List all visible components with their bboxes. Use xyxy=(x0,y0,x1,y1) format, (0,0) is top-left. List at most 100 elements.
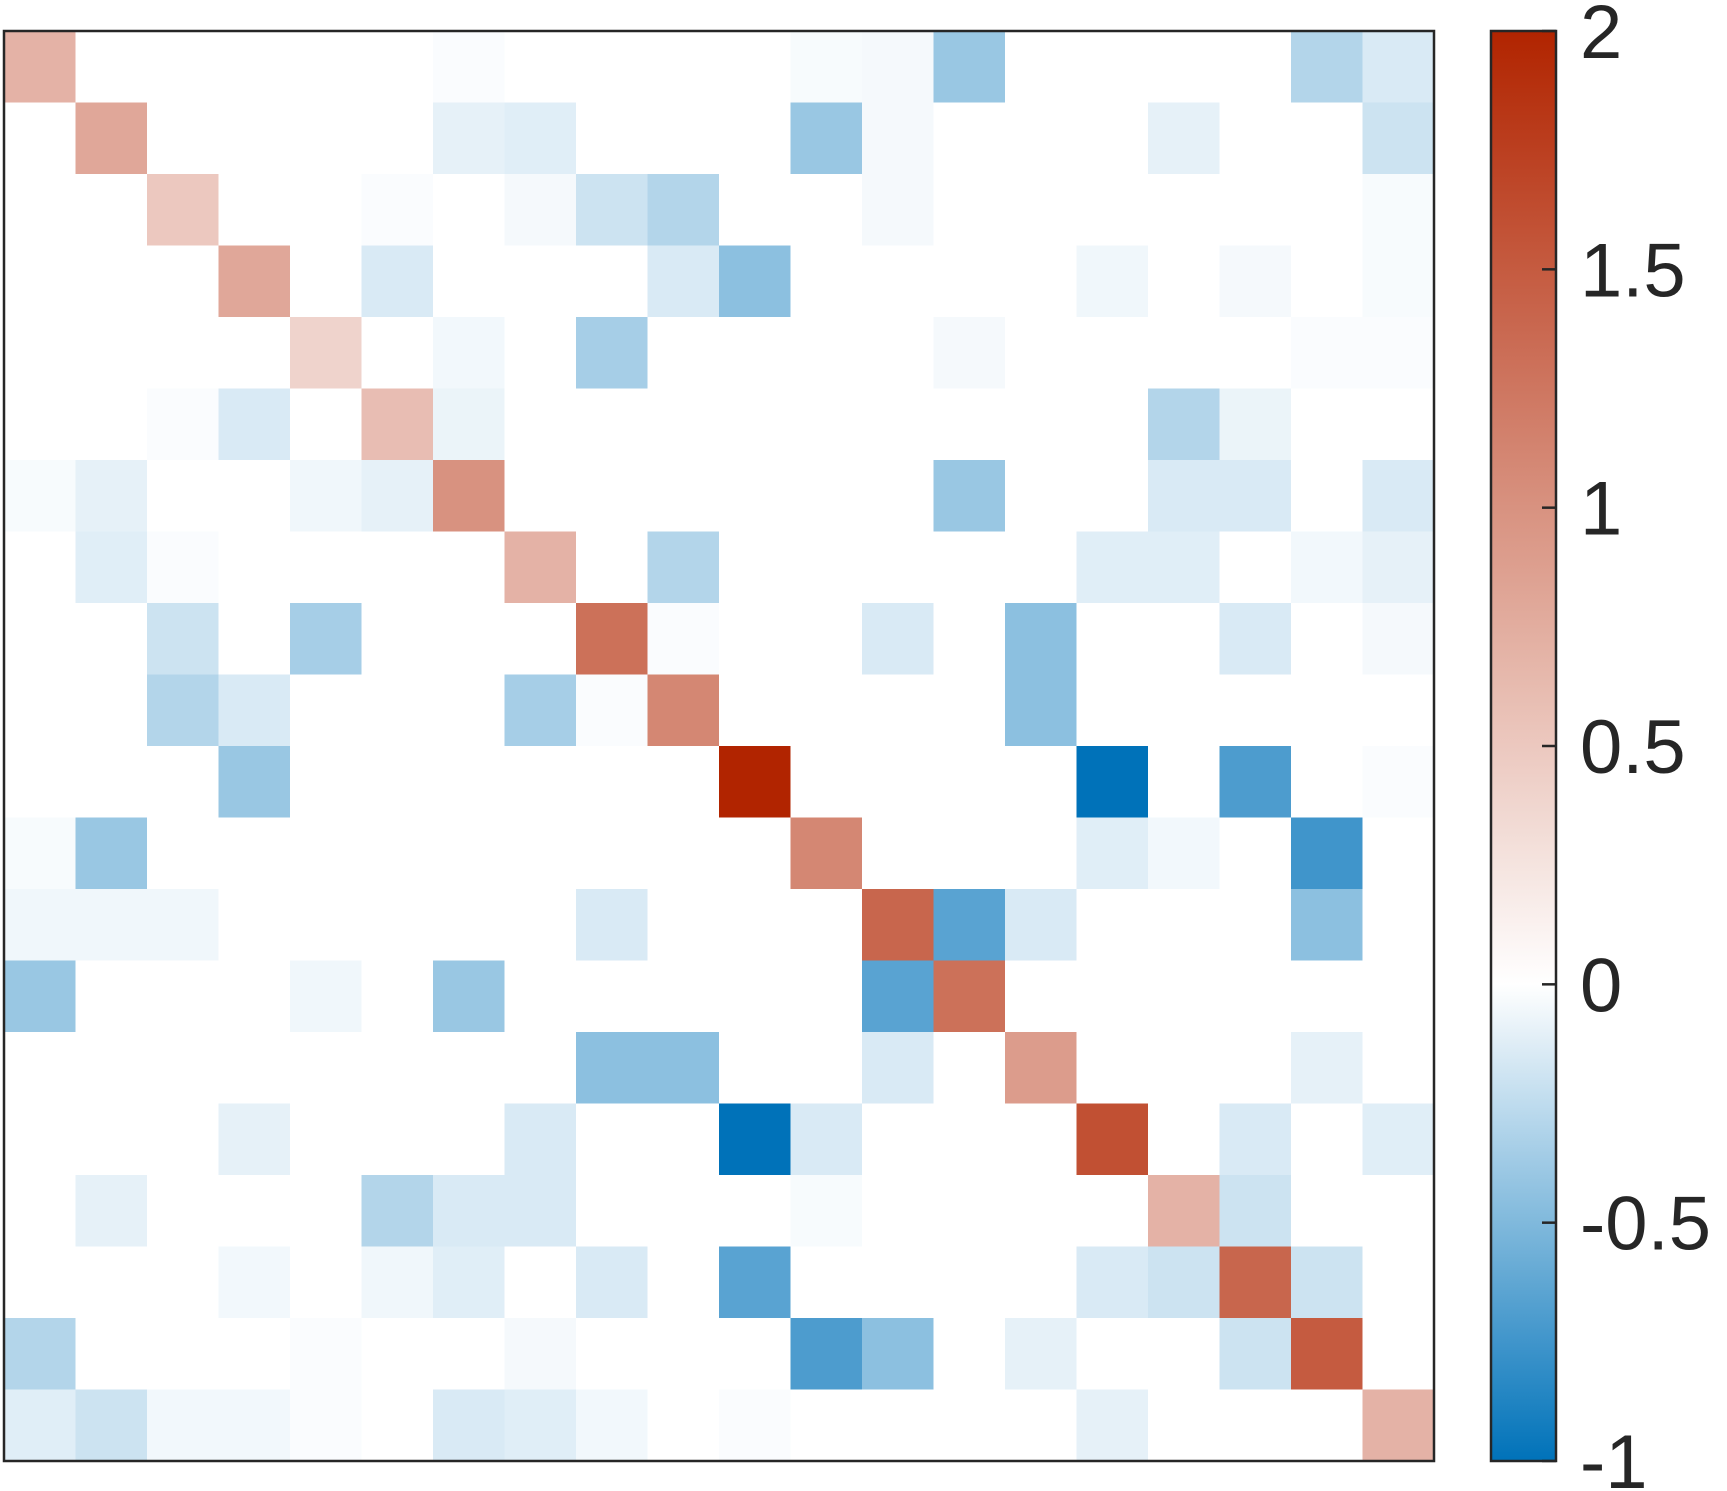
heatmap-cell xyxy=(719,460,792,533)
heatmap-cell xyxy=(1291,460,1364,533)
heatmap-cell xyxy=(504,1175,577,1248)
heatmap-cell xyxy=(218,460,291,533)
heatmap-cell xyxy=(647,817,720,890)
heatmap-cell xyxy=(1219,245,1292,318)
heatmap-cell xyxy=(1362,746,1435,819)
heatmap-cell xyxy=(647,388,720,461)
heatmap-cell xyxy=(361,174,434,247)
heatmap-cell xyxy=(1291,674,1364,747)
heatmap-cell xyxy=(1005,174,1078,247)
heatmap-cell xyxy=(1362,674,1435,747)
heatmap-cell xyxy=(75,174,148,247)
heatmap-cell xyxy=(647,1032,720,1105)
heatmap-cell xyxy=(862,817,935,890)
heatmap-cell xyxy=(933,960,1006,1033)
heatmap-cell xyxy=(504,603,577,676)
heatmap-cell xyxy=(1148,960,1221,1033)
heatmap-cell xyxy=(862,174,935,247)
heatmap-cell xyxy=(933,1032,1006,1105)
heatmap-cell xyxy=(862,674,935,747)
heatmap-cell xyxy=(361,245,434,318)
heatmap-cell xyxy=(647,746,720,819)
heatmap-cell xyxy=(933,531,1006,604)
heatmap-cell xyxy=(504,1103,577,1176)
heatmap-cell xyxy=(1148,388,1221,461)
heatmap-cell xyxy=(1148,1318,1221,1391)
heatmap-cell xyxy=(218,889,291,962)
heatmap-cell xyxy=(433,746,506,819)
heatmap-cell xyxy=(1291,317,1364,390)
heatmap-cell xyxy=(933,1318,1006,1391)
heatmap-cell xyxy=(75,746,148,819)
heatmap-cell xyxy=(647,1389,720,1462)
heatmap-cell xyxy=(647,674,720,747)
heatmap-cell xyxy=(1219,817,1292,890)
heatmap-cell xyxy=(75,1389,148,1462)
heatmap-cell xyxy=(1148,1103,1221,1176)
heatmap-cell xyxy=(1362,531,1435,604)
heatmap-cell xyxy=(790,1032,863,1105)
heatmap-cell xyxy=(290,102,363,175)
heatmap-cell xyxy=(790,746,863,819)
heatmap-cell xyxy=(290,531,363,604)
heatmap-cell xyxy=(719,174,792,247)
heatmap-cell xyxy=(147,889,220,962)
colorbar-tick-label: 0 xyxy=(1580,943,1622,1028)
heatmap-cell xyxy=(290,460,363,533)
heatmap-cell xyxy=(75,817,148,890)
heatmap-cell xyxy=(218,174,291,247)
heatmap-cell xyxy=(1148,317,1221,390)
heatmap-cell xyxy=(433,1246,506,1319)
heatmap-cell xyxy=(576,960,649,1033)
heatmap-cell xyxy=(576,531,649,604)
heatmap-cell xyxy=(290,889,363,962)
heatmap-cell xyxy=(1291,531,1364,604)
heatmap-cell xyxy=(790,460,863,533)
heatmap-cell xyxy=(933,817,1006,890)
heatmap-cell xyxy=(290,31,363,104)
heatmap-cell xyxy=(4,674,77,747)
heatmap-cell xyxy=(933,174,1006,247)
heatmap-cell xyxy=(290,603,363,676)
heatmap-cell xyxy=(1076,1318,1149,1391)
heatmap-cell xyxy=(862,531,935,604)
heatmap-cell xyxy=(1219,674,1292,747)
heatmap-cell xyxy=(75,1103,148,1176)
heatmap-cell xyxy=(433,603,506,676)
heatmap-cell xyxy=(933,1246,1006,1319)
heatmap-cell xyxy=(1148,102,1221,175)
heatmap-cell xyxy=(290,1175,363,1248)
heatmap-cell xyxy=(862,317,935,390)
heatmap-cell xyxy=(1076,531,1149,604)
heatmap-cell xyxy=(719,1246,792,1319)
heatmap-cell xyxy=(1219,102,1292,175)
heatmap-cell xyxy=(933,102,1006,175)
heatmap-cell xyxy=(218,1389,291,1462)
heatmap-cell xyxy=(4,817,77,890)
heatmap-cell xyxy=(862,460,935,533)
heatmap-cell xyxy=(1291,31,1364,104)
heatmap-cell xyxy=(1219,460,1292,533)
heatmap-cell xyxy=(290,960,363,1033)
heatmap-cell xyxy=(1076,674,1149,747)
heatmap-cell xyxy=(1076,31,1149,104)
heatmap-cell xyxy=(790,31,863,104)
heatmap-cell xyxy=(504,746,577,819)
heatmap-cell xyxy=(361,1246,434,1319)
heatmap-cell xyxy=(647,31,720,104)
heatmap-cell xyxy=(147,817,220,890)
heatmap-cell xyxy=(4,31,77,104)
heatmap-cell xyxy=(4,388,77,461)
colorbar: 2 1.5 1 0.5 0 -0.5 -1 xyxy=(1489,0,1711,1491)
heatmap-cell xyxy=(1362,460,1435,533)
heatmap-cell xyxy=(576,1246,649,1319)
heatmap-cell xyxy=(719,388,792,461)
heatmap-cell xyxy=(1076,1246,1149,1319)
heatmap-cell xyxy=(719,1318,792,1391)
heatmap-cell xyxy=(218,317,291,390)
heatmap-cell xyxy=(218,1246,291,1319)
heatmap-cell xyxy=(4,1389,77,1462)
heatmap-cell xyxy=(1219,388,1292,461)
heatmap-cell xyxy=(647,960,720,1033)
heatmap-cell xyxy=(504,531,577,604)
